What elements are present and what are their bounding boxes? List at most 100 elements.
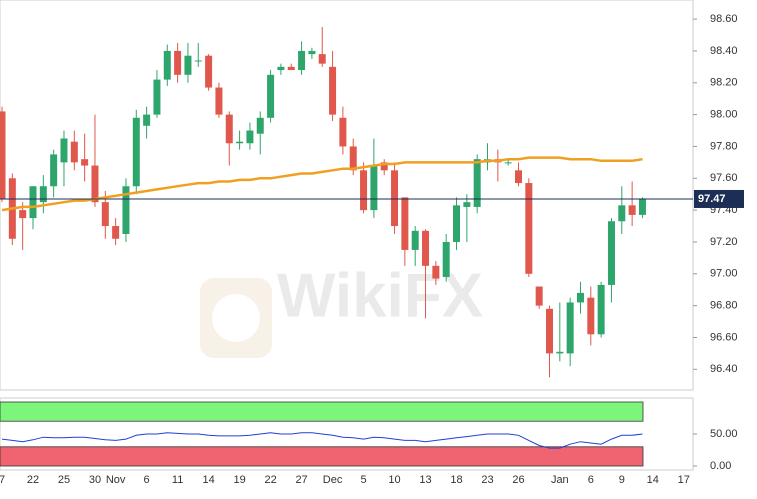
y-tick-label: 96.60: [710, 331, 738, 343]
x-tick-label: 22: [27, 474, 39, 486]
candle-body: [70, 141, 78, 163]
candle-body: [39, 186, 47, 203]
x-tick-label: 11: [172, 474, 183, 486]
candle-body: [370, 165, 378, 211]
candle-body: [401, 197, 409, 250]
candle-body: [174, 50, 182, 75]
candle-body: [329, 66, 337, 115]
x-tick-label: 14: [647, 474, 659, 486]
candle-body: [205, 55, 213, 88]
candle-body: [246, 130, 254, 144]
candle-body: [349, 146, 357, 171]
candle-body: [122, 186, 130, 234]
candle-body: [515, 170, 522, 184]
x-tick-label: 18: [450, 474, 462, 486]
candle-body: [132, 117, 140, 187]
candle-body: [287, 66, 295, 71]
y-tick-label: 96.40: [710, 363, 738, 375]
candle-body: [29, 186, 37, 219]
x-tick-label: 13: [419, 474, 431, 486]
candle-body: [215, 87, 223, 115]
candle-body: [556, 351, 564, 354]
last-price-label: 97.47: [698, 193, 726, 205]
candle-body: [535, 286, 543, 306]
candle-body: [60, 138, 68, 163]
candle-body: [576, 292, 584, 303]
candle-body: [453, 205, 461, 242]
candle-body: [432, 265, 440, 279]
candle-body: [225, 114, 233, 144]
candle-body: [473, 159, 481, 207]
candle-body: [422, 230, 430, 266]
candle-body: [607, 221, 615, 285]
x-tick-label: 23: [481, 474, 493, 486]
candle-body: [380, 162, 388, 171]
y-tick-label: 97.80: [710, 140, 738, 152]
candle-body: [19, 210, 27, 219]
candle-body: [163, 50, 171, 80]
y-tick-label: 98.00: [710, 109, 738, 121]
candle-body: [411, 230, 419, 250]
rsi-band: [0, 401, 644, 422]
x-tick-label: 26: [512, 474, 524, 486]
candle-body: [566, 302, 574, 354]
candle-body: [81, 159, 89, 166]
x-tick-label: 7: [0, 474, 5, 486]
x-tick-label: 25: [58, 474, 70, 486]
y-tick-label: 98.40: [710, 45, 738, 57]
candle-body: [360, 170, 368, 211]
x-tick-label: Jan: [551, 474, 569, 486]
candle-body: [308, 50, 316, 55]
rsi-line: [1, 432, 643, 449]
watermark-logo: [200, 278, 272, 358]
y-tick-label: 97.60: [710, 172, 738, 184]
candle-body: [184, 55, 192, 75]
x-tick-label: 14: [202, 474, 214, 486]
x-tick-label: 6: [144, 474, 150, 486]
candle-body: [153, 79, 161, 115]
candle-body: [256, 117, 264, 134]
candle-body: [545, 308, 553, 354]
candle-body: [101, 202, 109, 227]
candle-body: [318, 54, 326, 64]
y-tick-label: 98.20: [710, 77, 738, 89]
rsi-band: [0, 446, 644, 467]
y-tick-label: 97.00: [710, 268, 738, 280]
candle-body: [618, 205, 626, 222]
candle-body: [638, 198, 646, 215]
x-tick-label: 17: [678, 474, 690, 486]
x-tick-label: Dec: [323, 474, 343, 486]
candle-body: [298, 50, 306, 71]
x-tick-label: 27: [295, 474, 307, 486]
rsi-tick-label: 0.00: [710, 460, 731, 472]
candle-body: [525, 183, 533, 274]
candle-body: [628, 205, 636, 215]
candle-body: [194, 60, 202, 62]
candle-body: [236, 141, 244, 144]
x-tick-label: 19: [233, 474, 245, 486]
x-tick-label: 6: [588, 474, 594, 486]
last-price-box: [694, 189, 744, 208]
candle-body: [339, 117, 347, 147]
candle-body: [50, 154, 58, 187]
candle-body: [143, 114, 151, 126]
candle-body: [597, 284, 605, 335]
x-tick-label: 30: [89, 474, 101, 486]
x-tick-label: 22: [264, 474, 276, 486]
candle-body: [587, 297, 595, 335]
candle-body: [277, 66, 285, 71]
y-tick-label: 96.80: [710, 300, 738, 312]
candle-body: [0, 111, 6, 199]
y-tick-label: 97.20: [710, 236, 738, 248]
moving-average: [1, 156, 643, 212]
watermark: WikiFX: [277, 261, 483, 330]
x-tick-label: 10: [388, 474, 400, 486]
candle-body: [442, 241, 450, 277]
x-tick-label: 5: [360, 474, 366, 486]
candle-body: [267, 74, 275, 118]
candle-body: [91, 165, 99, 203]
x-tick-label: 9: [619, 474, 625, 486]
rsi-tick-label: 50.00: [710, 428, 738, 440]
candle-body: [391, 170, 399, 227]
